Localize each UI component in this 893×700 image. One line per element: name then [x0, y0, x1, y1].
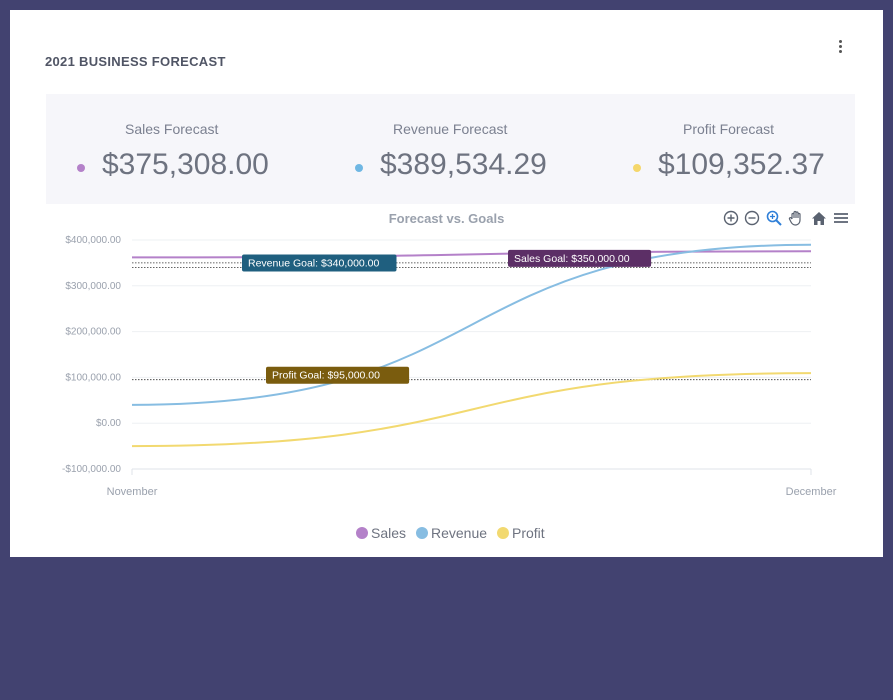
series-line-profit: [131, 372, 812, 448]
kpi-value: $109,352.37: [658, 148, 825, 181]
legend-label: Profit: [512, 525, 545, 541]
hamburger-menu-icon[interactable]: [832, 209, 850, 227]
sales-swatch-icon: [356, 527, 368, 539]
y-tick-label: $200,000.00: [65, 327, 121, 338]
legend-label: Revenue: [431, 525, 488, 541]
kpi-label: Revenue Forecast: [393, 121, 508, 137]
selection-zoom-icon[interactable]: [765, 209, 783, 227]
kebab-menu-icon[interactable]: [837, 40, 843, 56]
card-body: 2021 BUSINESS FORECAST Sales Forecast $3…: [16, 16, 877, 551]
profit-forecast-kpi: Profit Forecast $109,352.37: [586, 94, 855, 204]
y-tick-label: $0.00: [96, 418, 121, 429]
x-tick-label: December: [786, 486, 837, 498]
sales-dot-icon: [77, 164, 85, 172]
annotation-label-bg: [242, 254, 397, 272]
zoom-in-icon[interactable]: [722, 209, 740, 227]
y-tick-label: $400,000.00: [65, 235, 121, 246]
x-tick-label: November: [107, 486, 158, 498]
widget-title: 2021 BUSINESS FORECAST: [45, 54, 226, 69]
annotation-label-bg: [508, 249, 652, 267]
revenue-forecast-kpi: Revenue Forecast $389,534.29: [316, 94, 586, 204]
series-line-sales: [131, 250, 812, 259]
profit-dot-icon: [633, 164, 641, 172]
pan-hand-icon[interactable]: [787, 209, 805, 227]
annotation-label: Revenue Goal: $340,000.00: [248, 257, 380, 269]
profit-swatch-icon: [497, 527, 509, 539]
legend-item-revenue[interactable]: Revenue: [416, 525, 487, 541]
reset-home-icon[interactable]: [810, 209, 828, 227]
zoom-out-icon[interactable]: [743, 209, 761, 227]
kpi-label: Profit Forecast: [683, 121, 775, 137]
kpi-value: $375,308.00: [102, 148, 269, 181]
kpi-label: Sales Forecast: [125, 121, 219, 137]
forecast-summary: Sales Forecast $375,308.00 Revenue Forec…: [46, 94, 855, 204]
y-tick-label: $300,000.00: [65, 281, 121, 292]
forecast-card: 2021 BUSINESS FORECAST Sales Forecast $3…: [10, 10, 883, 557]
legend-label: Sales: [371, 525, 407, 541]
y-tick-label: -$100,000.00: [62, 464, 121, 475]
annotation-label: Profit Goal: $95,000.00: [272, 370, 380, 382]
legend-item-sales[interactable]: Sales: [356, 525, 406, 541]
y-tick-label: $100,000.00: [65, 372, 121, 383]
sales-forecast-kpi: Sales Forecast $375,308.00: [46, 94, 316, 204]
revenue-swatch-icon: [416, 527, 428, 539]
annotation-label-bg: [266, 366, 410, 384]
revenue-dot-icon: [355, 164, 363, 172]
kpi-value: $389,534.29: [380, 148, 547, 181]
chart-title: Forecast vs. Goals: [388, 211, 505, 226]
annotation-label: Sales Goal: $350,000.00: [514, 253, 630, 265]
legend-item-profit[interactable]: Profit: [497, 525, 545, 541]
series-line-revenue: [131, 243, 812, 406]
